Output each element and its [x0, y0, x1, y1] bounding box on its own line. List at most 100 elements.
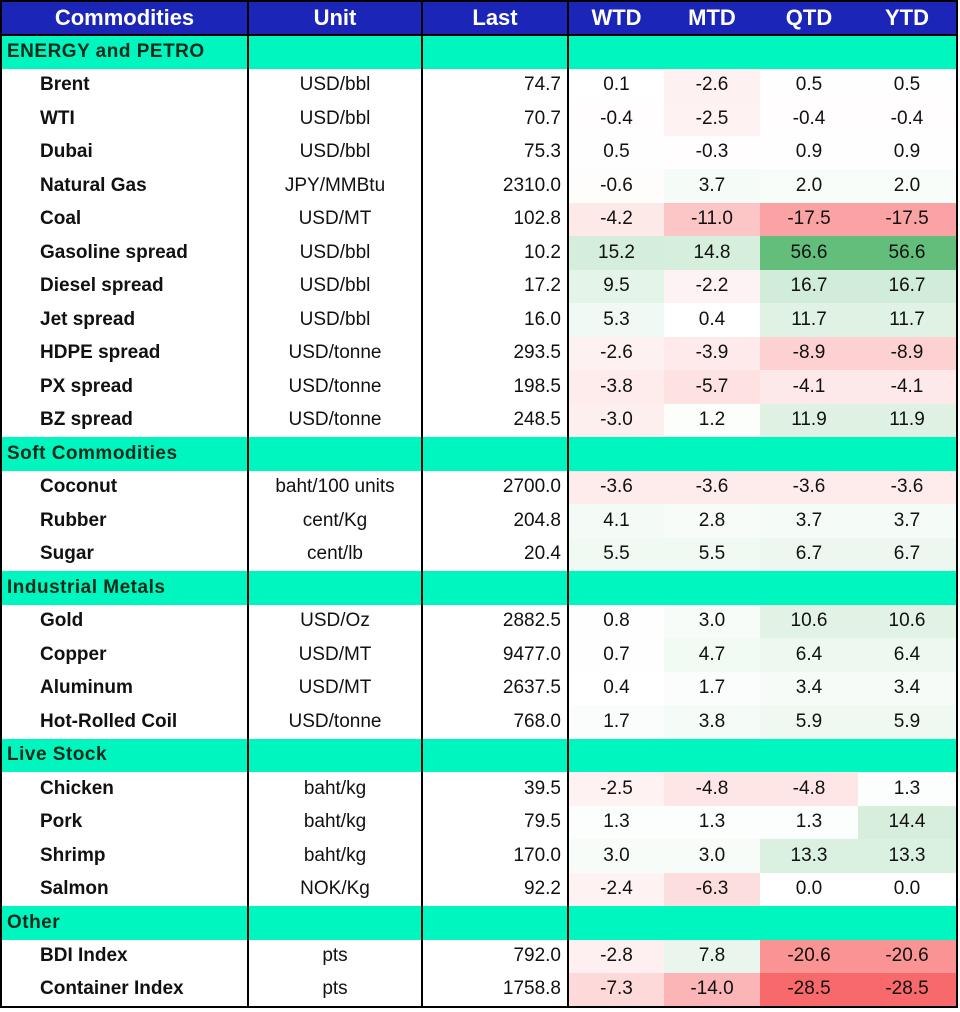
commodity-unit: baht/kg: [248, 772, 423, 806]
mtd-change: 5.5: [664, 537, 760, 571]
last-value: 293.5: [422, 336, 569, 370]
wtd-change: 1.7: [568, 705, 664, 739]
table-row: Jet spread USD/bbl 16.0 5.3 0.4 11.7 11.7: [1, 303, 957, 337]
qtd-change: -3.6: [760, 470, 858, 504]
wtd-change: 0.7: [568, 638, 664, 672]
mtd-change: -0.3: [664, 135, 760, 169]
last-value: 70.7: [422, 102, 569, 136]
table-row: Coconut baht/100 units 2700.0 -3.6 -3.6 -3.6-…: [1, 470, 957, 504]
qtd-change: 0.9: [760, 135, 858, 169]
commodity-unit: USD/bbl: [248, 303, 423, 337]
last-value: 39.5: [422, 772, 569, 806]
section-filler: [568, 738, 957, 772]
qtd-change: 2.0: [760, 169, 858, 203]
section-title: Industrial Metals: [1, 571, 249, 605]
section-title: Other: [1, 906, 249, 940]
wtd-change: -7.3: [568, 973, 664, 1007]
commodity-name: HDPE spread: [1, 336, 249, 370]
section-filler: [568, 906, 957, 940]
ytd-change: -17.5: [858, 202, 957, 236]
wtd-change: 3.0: [568, 839, 664, 873]
section-row: Live Stock: [1, 738, 957, 772]
section-row: Soft Commodities: [1, 437, 957, 471]
commodity-unit: USD/Oz: [248, 604, 423, 638]
qtd-change: -20.6: [760, 939, 858, 973]
commodity-name: Hot-Rolled Coil: [1, 705, 249, 739]
last-value: 2882.5: [422, 604, 569, 638]
commodity-name: Coal: [1, 202, 249, 236]
commodity-unit: USD/MT: [248, 638, 423, 672]
mtd-change: -6.3: [664, 872, 760, 906]
commodity-name: WTI: [1, 102, 249, 136]
table-row: BDI Index pts 792.0 -2.8 7.8 -20.6 -20.6: [1, 939, 957, 973]
commodity-unit: USD/bbl: [248, 102, 423, 136]
mtd-change: -3.9: [664, 336, 760, 370]
ytd-change: -8.9: [858, 336, 957, 370]
commodity-unit: cent/lb: [248, 537, 423, 571]
mtd-change: 3.8: [664, 705, 760, 739]
last-value: 20.4: [422, 537, 569, 571]
wtd-change: 0.4: [568, 671, 664, 705]
mtd-change: 1.7: [664, 671, 760, 705]
commodity-unit: USD/MT: [248, 671, 423, 705]
header-wtd: WTD: [568, 1, 664, 36]
table-row: Container Index pts 1758.8 -7.3 -14.0 -28.5 -2…: [1, 973, 957, 1007]
last-value: 768.0: [422, 705, 569, 739]
mtd-change: -11.0: [664, 202, 760, 236]
qtd-change: 5.9: [760, 705, 858, 739]
header-row: Commodities Unit Last WTD MTD QTD YTD: [1, 1, 957, 36]
qtd-change: -4.8: [760, 772, 858, 806]
section-filler: [422, 437, 569, 471]
ytd-change: 6.7: [858, 537, 957, 571]
mtd-change: 2.8: [664, 504, 760, 538]
section-filler: [248, 906, 423, 940]
ytd-change: 13.3: [858, 839, 957, 873]
commodity-name: Container Index: [1, 973, 249, 1007]
qtd-change: -4.1: [760, 370, 858, 404]
header-unit: Unit: [248, 1, 423, 36]
ytd-change: 14.4: [858, 805, 957, 839]
table-row: Shrimp baht/kg 170.0 3.0 3.0 13.3 13.3: [1, 839, 957, 873]
wtd-change: 0.5: [568, 135, 664, 169]
ytd-change: -20.6: [858, 939, 957, 973]
qtd-change: 6.4: [760, 638, 858, 672]
wtd-change: 15.2: [568, 236, 664, 270]
ytd-change: 0.9: [858, 135, 957, 169]
last-value: 792.0: [422, 939, 569, 973]
ytd-change: -3.6: [858, 470, 957, 504]
wtd-change: -4.2: [568, 202, 664, 236]
mtd-change: -5.7: [664, 370, 760, 404]
commodity-unit: baht/kg: [248, 839, 423, 873]
table-row: Pork baht/kg 79.5 1.3 1.3 1.3 14.4: [1, 805, 957, 839]
ytd-change: 11.9: [858, 403, 957, 437]
last-value: 198.5: [422, 370, 569, 404]
mtd-change: 3.7: [664, 169, 760, 203]
qtd-change: 6.7: [760, 537, 858, 571]
qtd-change: -0.4: [760, 102, 858, 136]
header-ytd: YTD: [858, 1, 957, 36]
mtd-change: -4.8: [664, 772, 760, 806]
qtd-change: 10.6: [760, 604, 858, 638]
wtd-change: -2.6: [568, 336, 664, 370]
last-value: 10.2: [422, 236, 569, 270]
ytd-change: 5.9: [858, 705, 957, 739]
table-row: Natural Gas JPY/MMBtu 2310.0 -0.6 3.7 2.0 2.0: [1, 169, 957, 203]
section-row: Industrial Metals: [1, 571, 957, 605]
section-row: ENERGY and PETRO: [1, 35, 957, 69]
ytd-change: 3.4: [858, 671, 957, 705]
qtd-change: 0.5: [760, 68, 858, 102]
ytd-change: 11.7: [858, 303, 957, 337]
commodity-name: Jet spread: [1, 303, 249, 337]
section-filler: [568, 35, 957, 69]
header-mtd: MTD: [664, 1, 760, 36]
table-row: Rubber cent/Kg 204.8 4.1 2.8 3.7 3.7: [1, 504, 957, 538]
section-title: ENERGY and PETRO: [1, 35, 249, 69]
wtd-change: -3.6: [568, 470, 664, 504]
section-filler: [248, 437, 423, 471]
mtd-change: -3.6: [664, 470, 760, 504]
section-filler: [422, 906, 569, 940]
section-filler: [568, 437, 957, 471]
last-value: 2637.5: [422, 671, 569, 705]
commodity-name: Chicken: [1, 772, 249, 806]
wtd-change: 5.3: [568, 303, 664, 337]
